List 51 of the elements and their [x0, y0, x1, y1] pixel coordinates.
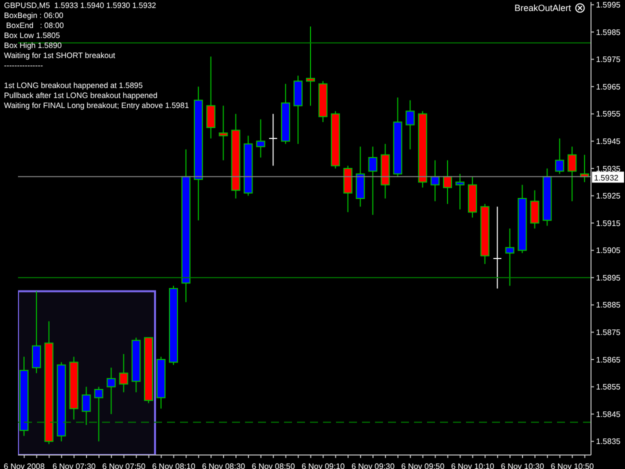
candlestick [256, 118, 266, 158]
y-tick-label: 1.5875 [596, 328, 622, 338]
x-tick-label: 6 Nov 10:50 [550, 462, 594, 469]
y-tick-label: 1.5885 [596, 300, 622, 310]
candlestick [206, 56, 216, 139]
y-tick-label: 1.5975 [596, 55, 622, 64]
y-tick-label: 1.5995 [596, 0, 622, 10]
y-tick-label: 1.5925 [596, 192, 622, 201]
candlestick [268, 113, 278, 166]
candlestick [443, 160, 452, 204]
y-tick-label: 1.5955 [596, 110, 622, 119]
candlestick [568, 146, 577, 202]
y-tick-label: 1.5915 [596, 218, 622, 228]
candlestick [119, 354, 128, 393]
x-tick-label: 6 Nov 08:30 [202, 462, 246, 469]
y-tick-label: 1.5905 [596, 246, 622, 256]
candlestick [406, 100, 415, 150]
candlestick [492, 206, 502, 290]
x-tick-label: 6 Nov 08:50 [252, 462, 296, 469]
candlestick [530, 190, 540, 229]
candlestick [32, 290, 41, 374]
candlestick [430, 160, 440, 202]
x-tick-label: 6 Nov 09:30 [351, 462, 396, 469]
candlestick [368, 146, 378, 216]
x-tick-label: 6 Nov 09:10 [302, 462, 346, 469]
y-tick-label: 1.5945 [596, 137, 622, 146]
candlestick [306, 26, 315, 106]
y-tick-label: 1.5865 [596, 355, 622, 364]
candlestick [555, 138, 564, 174]
x-tick-label: 6 Nov 08:10 [152, 462, 196, 469]
x-tick-label: 6 Nov 10:10 [451, 462, 495, 469]
y-tick-label: 1.5965 [596, 82, 622, 92]
y-tick-label: 1.5935 [596, 164, 622, 174]
candlestick [106, 367, 116, 415]
y-tick-label: 1.5855 [596, 382, 622, 392]
candlestick [218, 105, 228, 161]
ref-line-label: 1.5932 [594, 174, 620, 183]
x-tick-label: 6 Nov 10:30 [500, 462, 545, 469]
y-tick-label: 1.5985 [596, 28, 622, 37]
y-tick-label: 1.5835 [596, 437, 622, 446]
candlestick [505, 228, 514, 286]
y-tick-label: 1.5895 [596, 273, 622, 282]
candlestick [455, 173, 464, 210]
candlestick [94, 386, 104, 442]
x-tick-label: 6 Nov 07:50 [102, 462, 146, 469]
candlestick [82, 386, 91, 426]
y-tick-label: 1.5845 [596, 410, 622, 419]
x-tick-label: 6 Nov 2008 [4, 462, 46, 469]
x-tick-label: 6 Nov 07:30 [52, 462, 96, 469]
annotation: BreakOutAlert [514, 3, 571, 13]
x-tick-label: 6 Nov 09:50 [401, 462, 445, 469]
